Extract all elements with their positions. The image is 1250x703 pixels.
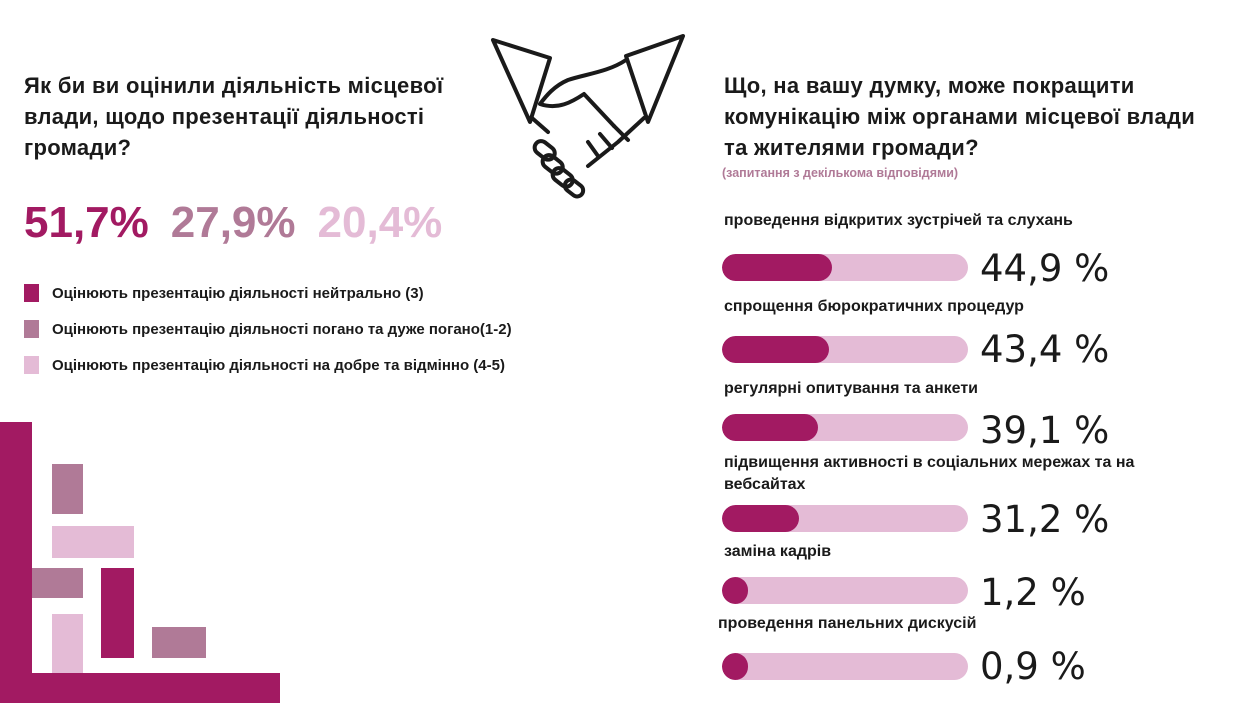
bar-fill — [722, 254, 833, 281]
percent-row: 51,7% 27,9% 20,4% — [24, 198, 442, 248]
bar-track — [722, 414, 968, 441]
legend-label: Оцінюють презентацію діяльності нейтраль… — [52, 284, 424, 302]
bar-value: 0,9 % — [980, 645, 1086, 688]
decorative-blocks — [0, 422, 280, 703]
legend-swatch — [24, 320, 39, 338]
multiple-answers-note: (запитання з декількома відповідями) — [722, 166, 959, 180]
bar-label: підвищення активності в соціальних мереж… — [724, 454, 1135, 493]
bar-track — [722, 336, 968, 363]
right-question: Що, на вашу думку, може покращити комуні… — [724, 73, 1196, 160]
deco-block — [52, 614, 83, 673]
bar-value: 43,4 % — [980, 328, 1110, 371]
percent-good: 20,4% — [317, 198, 443, 247]
bar-track — [722, 577, 968, 604]
deco-block — [32, 568, 83, 598]
bar-track — [722, 505, 968, 532]
percent-bad: 27,9% — [170, 198, 296, 247]
handshake-icon — [491, 34, 685, 199]
bar-value: 1,2 % — [980, 571, 1086, 614]
bar-label: проведення панельних дискусій — [718, 615, 977, 632]
legend-item: Оцінюють презентацію діяльності погано т… — [24, 319, 512, 339]
legend: Оцінюють презентацію діяльності нейтраль… — [24, 283, 512, 375]
percent-neutral: 51,7% — [24, 198, 149, 247]
deco-block — [101, 568, 134, 658]
deco-block — [52, 464, 83, 514]
bar-label: проведення відкритих зустрічей та слухан… — [724, 212, 1073, 229]
deco-block — [0, 673, 280, 703]
bar-fill — [722, 653, 748, 680]
legend-item: Оцінюють презентацію діяльності нейтраль… — [24, 283, 512, 303]
deco-block — [52, 526, 134, 558]
bar-value: 44,9 % — [980, 247, 1110, 290]
legend-item: Оцінюють презентацію діяльності на добре… — [24, 355, 512, 375]
bar-fill — [722, 414, 819, 441]
left-question: Як би ви оцінили діяльність місцевої вла… — [24, 73, 444, 160]
bar-fill — [722, 577, 748, 604]
bar-value: 39,1 % — [980, 409, 1110, 452]
bar-fill — [722, 505, 799, 532]
bar-label: заміна кадрів — [724, 543, 832, 560]
legend-label: Оцінюють презентацію діяльності погано т… — [52, 320, 512, 338]
bar-track — [722, 653, 968, 680]
legend-label: Оцінюють презентацію діяльності на добре… — [52, 356, 505, 374]
bar-label: спрощення бюрократичних процедур — [724, 298, 1024, 315]
deco-block — [152, 627, 206, 658]
bar-label: регулярні опитування та анкети — [724, 380, 978, 397]
deco-block — [0, 422, 32, 703]
bar-fill — [722, 336, 829, 363]
bar-track — [722, 254, 968, 281]
bar-value: 31,2 % — [980, 498, 1110, 541]
legend-swatch — [24, 284, 39, 302]
legend-swatch — [24, 356, 39, 374]
